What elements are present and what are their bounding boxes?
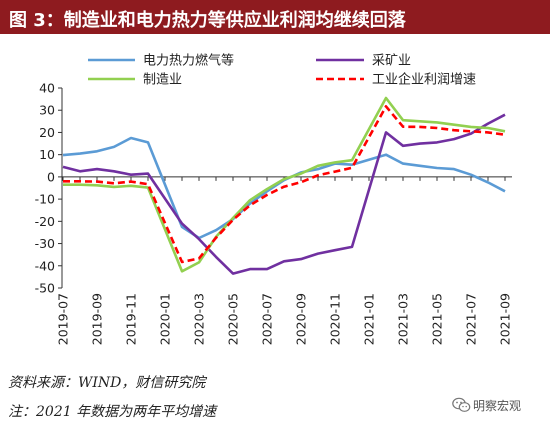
x-tick-label: 2020-05 <box>226 293 241 345</box>
y-tick-label: -20 <box>35 214 55 229</box>
x-tick-label: 2021-09 <box>498 293 513 345</box>
legend-label-manufacturing: 制造业 <box>143 73 182 88</box>
series-line-mining <box>62 113 506 275</box>
legend-item-manufacturing: 制造业 <box>88 73 182 88</box>
y-tick-label: -30 <box>35 236 55 251</box>
legend-label-mining: 采矿业 <box>372 54 411 69</box>
line-chart: 电力热力燃气等 采矿业 制造业 工业企业利润增速 40 30 20 10 0 -10 -20… <box>35 53 513 346</box>
y-tick-label: 20 <box>39 125 55 140</box>
x-tick-label: 2019-07 <box>56 293 71 345</box>
x-tick-label: 2019-11 <box>124 293 139 345</box>
y-tick-label: -40 <box>35 258 55 273</box>
watermark: 明察宏观 <box>473 399 522 413</box>
wechat-icon <box>452 397 471 412</box>
x-tick-label: 2020-07 <box>260 293 275 345</box>
legend-label-utilities: 电力热力燃气等 <box>143 53 234 69</box>
title-bar: 图 3：制造业和电力热力等供应业利润均继续回落 <box>0 0 550 34</box>
x-tick-label: 2020-11 <box>328 293 343 345</box>
y-tick-label: -50 <box>35 281 55 296</box>
x-tick-label: 2021-03 <box>396 293 411 345</box>
footnote: 注：2021 年数据为两年平均增速 <box>8 404 217 420</box>
y-tick-label: -10 <box>35 192 55 207</box>
legend-item-mining: 采矿业 <box>316 54 411 69</box>
y-tick-label: 30 <box>39 103 55 118</box>
legend-label-industrial-profit: 工业企业利润增速 <box>372 72 476 88</box>
source-note: 资料来源：WIND，财信研究院 <box>8 375 206 391</box>
legend: 电力热力燃气等 采矿业 制造业 工业企业利润增速 <box>88 53 476 88</box>
series-line-industrial-profit <box>63 105 506 264</box>
y-tick-label: 10 <box>39 147 55 162</box>
series-line-manufacturing <box>63 96 506 273</box>
chart-title: 图 3：制造业和电力热力等供应业利润均继续回落 <box>9 10 406 31</box>
x-tick-label: 2021-05 <box>430 293 445 345</box>
x-tick-label: 2019-09 <box>90 293 105 345</box>
legend-item-industrial-profit: 工业企业利润增速 <box>316 72 476 88</box>
y-tick-label: 40 <box>39 81 55 96</box>
x-tick-label: 2020-03 <box>192 293 207 345</box>
y-tick-label: 0 <box>47 169 55 184</box>
x-tick-label: 2021-01 <box>362 293 377 345</box>
x-tick-label: 2020-01 <box>158 293 173 345</box>
x-tick-label: 2020-09 <box>294 293 309 345</box>
x-tick-label: 2021-07 <box>464 293 479 345</box>
legend-item-utilities: 电力热力燃气等 <box>88 53 234 69</box>
